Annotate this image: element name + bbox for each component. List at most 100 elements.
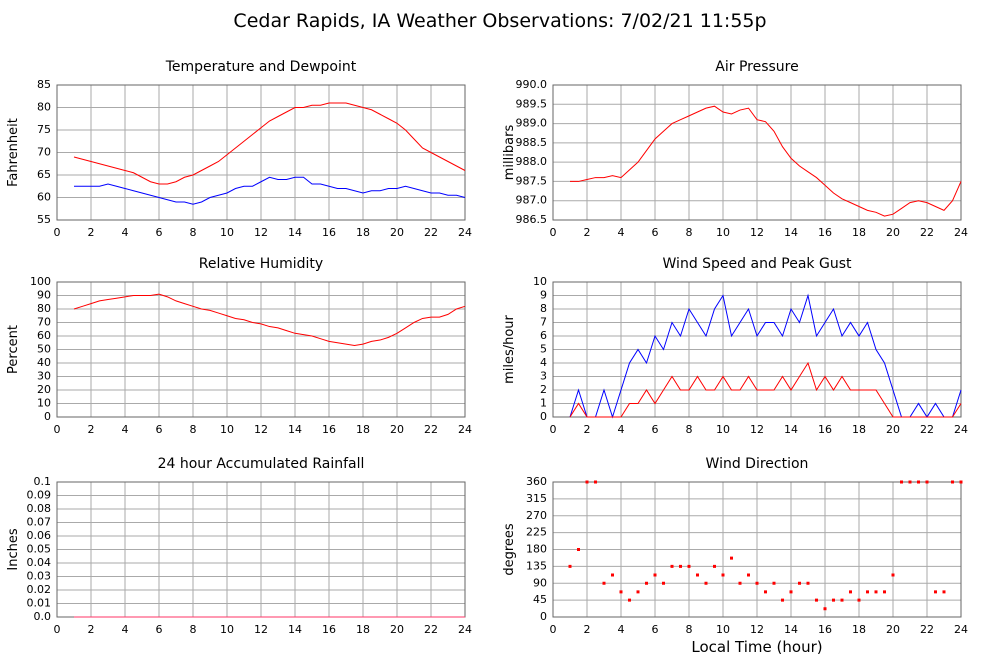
x-tick-label: 0	[550, 423, 557, 436]
y-tick-label: 40	[37, 356, 51, 369]
data-point	[891, 573, 895, 577]
y-tick-label: 60	[37, 329, 51, 342]
x-tick-label: 18	[356, 226, 370, 239]
x-tick-label: 20	[886, 623, 900, 636]
y-tick-label: 0.1	[34, 475, 52, 488]
x-tick-label: 12	[254, 226, 268, 239]
x-tick-label: 0	[54, 423, 61, 436]
data-line	[74, 176, 466, 205]
x-tick-label: 24	[954, 226, 968, 239]
x-tick-label: 20	[886, 226, 900, 239]
x-tick-label: 20	[390, 623, 404, 636]
data-point	[628, 598, 631, 602]
data-point	[730, 556, 733, 560]
y-tick-label: 0.06	[27, 529, 52, 542]
chart-title: 24 hour Accumulated Rainfall	[158, 456, 365, 472]
y-tick-label: 135	[526, 559, 547, 572]
y-tick-label: 8	[540, 302, 547, 315]
y-tick-label: 360	[526, 475, 547, 488]
x-tick-label: 2	[584, 226, 591, 239]
x-tick-label: 24	[954, 423, 968, 436]
chart-title: Temperature and Dewpoint	[165, 59, 357, 75]
y-tick-label: 9	[540, 289, 547, 302]
x-tick-label: 4	[618, 423, 625, 436]
x-tick-label: 24	[458, 423, 472, 436]
x-tick-label: 10	[220, 623, 234, 636]
data-point	[679, 564, 682, 568]
x-tick-label: 24	[458, 226, 472, 239]
x-tick-label: 16	[322, 423, 336, 436]
x-tick-label: 24	[954, 623, 968, 636]
data-point	[653, 573, 657, 577]
data-point	[798, 581, 801, 585]
y-tick-label: 4	[540, 356, 547, 369]
data-point	[942, 590, 946, 594]
y-tick-label: 10	[37, 397, 51, 410]
x-tick-label: 0	[54, 226, 61, 239]
x-tick-label: 20	[390, 423, 404, 436]
chart-title: Relative Humidity	[199, 256, 323, 272]
y-tick-label: 180	[526, 543, 547, 556]
x-tick-label: 6	[652, 226, 659, 239]
data-point	[908, 480, 912, 484]
y-tick-label: 100	[30, 275, 51, 288]
chart-title: Wind Direction	[706, 456, 809, 472]
x-tick-label: 18	[356, 423, 370, 436]
x-tick-label: 22	[920, 623, 934, 636]
x-tick-label: 20	[886, 423, 900, 436]
x-tick-label: 16	[818, 226, 832, 239]
y-tick-label: 0.04	[27, 556, 52, 569]
plot-frame	[552, 84, 962, 221]
y-tick-label: 75	[37, 123, 51, 136]
x-tick-label: 8	[190, 226, 197, 239]
y-tick-label: 85	[37, 78, 51, 91]
x-tick-label: 16	[818, 623, 832, 636]
data-point	[772, 581, 776, 585]
x-tick-label: 22	[920, 423, 934, 436]
y-tick-label: 987.5	[516, 174, 548, 187]
data-point	[849, 590, 852, 594]
data-point	[815, 598, 818, 602]
x-tick-label: 4	[122, 226, 129, 239]
y-tick-label: 90	[533, 576, 547, 589]
data-point	[611, 573, 614, 577]
data-point	[721, 573, 725, 577]
x-tick-label: 18	[852, 423, 866, 436]
y-tick-label: 270	[526, 509, 547, 522]
y-tick-label: 0.0	[34, 610, 52, 623]
data-point	[704, 581, 708, 585]
data-point	[619, 590, 623, 594]
y-tick-label: 30	[37, 370, 51, 383]
y-tick-label: 20	[37, 383, 51, 396]
data-point	[781, 598, 784, 602]
x-tick-label: 8	[686, 226, 693, 239]
data-point	[687, 564, 691, 568]
data-point	[925, 480, 929, 484]
x-tick-label: 22	[424, 623, 438, 636]
data-point	[738, 581, 742, 585]
y-tick-label: 6	[540, 329, 547, 342]
data-point	[900, 480, 903, 484]
y-tick-label: 0	[44, 410, 51, 423]
y-tick-label: 80	[37, 302, 51, 315]
x-tick-label: 4	[618, 226, 625, 239]
data-point	[747, 573, 750, 577]
data-point	[832, 598, 835, 602]
y-tick-label: 0	[540, 410, 547, 423]
y-tick-label: 45	[533, 593, 547, 606]
x-tick-label: 18	[852, 226, 866, 239]
y-tick-label: 5	[540, 343, 547, 356]
x-tick-label: 6	[156, 226, 163, 239]
y-tick-label: 225	[526, 526, 547, 539]
y-tick-label: 0.09	[27, 489, 52, 502]
x-tick-label: 2	[88, 226, 95, 239]
data-line	[73, 293, 466, 346]
data-point	[883, 590, 886, 594]
y-axis-label: degrees	[502, 523, 517, 576]
y-tick-label: 989.0	[516, 117, 548, 130]
y-tick-label: 10	[533, 275, 547, 288]
x-tick-label: 16	[818, 423, 832, 436]
x-tick-label: 2	[88, 423, 95, 436]
x-tick-label: 2	[584, 623, 591, 636]
y-axis-label: millibars	[502, 125, 517, 181]
